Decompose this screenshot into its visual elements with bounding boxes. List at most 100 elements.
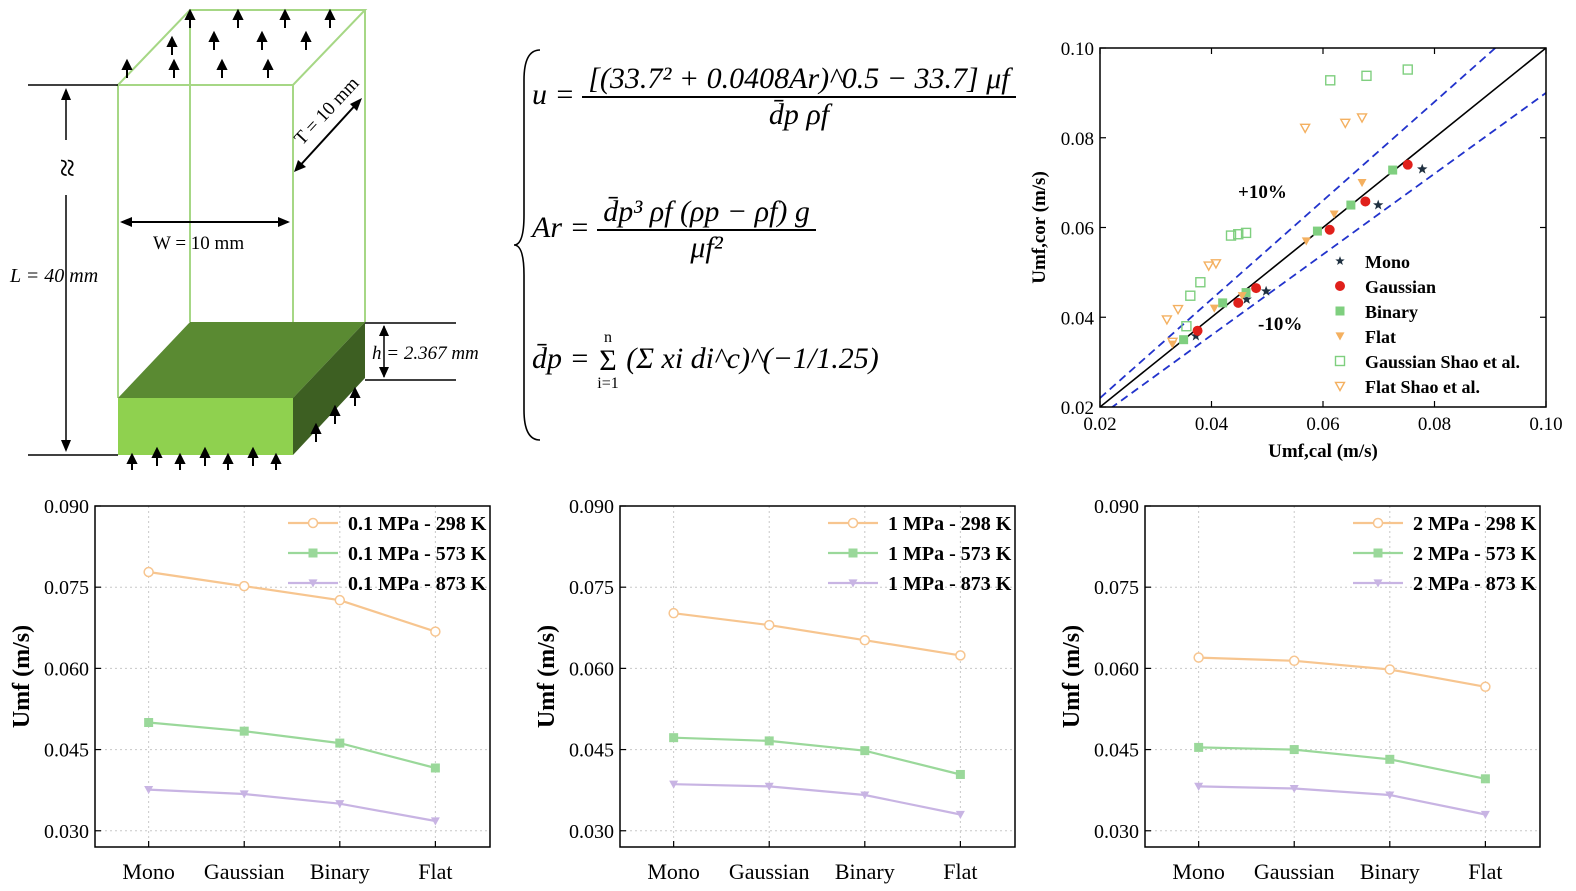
data-point	[1324, 224, 1335, 235]
legend-label: 2 MPa - 573 K	[1413, 543, 1537, 565]
data-point	[1195, 277, 1206, 288]
legend-item: 2 MPa - 298 K	[1353, 513, 1537, 535]
data-point	[1218, 298, 1228, 308]
y-axis-label: Umf (m/s)	[534, 625, 560, 728]
legend-marker	[1372, 517, 1384, 529]
y-tick-label: 0.045	[1094, 740, 1139, 762]
data-point	[430, 763, 440, 773]
legend-item: 0.1 MPa - 573 K	[288, 543, 487, 565]
flow-arrow	[184, 8, 196, 28]
legend-item: Flat Shao et al.	[1334, 377, 1480, 397]
data-point	[1329, 210, 1339, 219]
legend-item: Gaussian Shao et al.	[1334, 352, 1520, 372]
legend-label: 1 MPa - 873 K	[888, 573, 1012, 595]
category-label: Gaussian	[729, 859, 810, 884]
y-tick-label: 0.030	[1094, 821, 1139, 843]
category-label: Flat	[418, 859, 452, 884]
legend-item: 0.1 MPa - 298 K	[288, 513, 487, 535]
legend-label: Flat Shao et al.	[1365, 377, 1480, 397]
data-point	[1192, 325, 1203, 336]
data-point	[1312, 226, 1322, 236]
data-point	[669, 780, 679, 789]
flow-arrow	[168, 58, 180, 78]
legend-item: 2 MPa - 573 K	[1353, 543, 1537, 565]
y-axis-label: Umf,cor (m/s)	[1029, 171, 1050, 284]
data-point	[1346, 200, 1356, 210]
data-point	[955, 650, 966, 661]
flow-arrow	[166, 35, 178, 55]
equations-block: u = [(33.7² + 0.0408Ar)^0.5 − 33.7] μf d…	[510, 40, 1030, 450]
flow-arrow	[126, 452, 138, 472]
legend-marker	[307, 517, 319, 529]
data-point	[955, 769, 965, 779]
y-tick-label: 0.030	[44, 821, 89, 843]
y-tick-label: 0.060	[44, 658, 89, 680]
width-label: W = 10 mm	[153, 233, 244, 254]
y-tick-label: 0.075	[569, 577, 614, 599]
data-point	[1480, 810, 1490, 820]
data-point	[1361, 70, 1372, 82]
data-point	[1190, 330, 1202, 341]
category-label: Mono	[122, 859, 175, 884]
legend-marker	[308, 579, 318, 588]
data-point	[1241, 293, 1252, 304]
outflow-arrows	[121, 8, 336, 78]
data-point	[764, 736, 774, 746]
legend-item: 0.1 MPa - 873 K	[288, 573, 487, 595]
y-tick-label: 0.08	[1061, 129, 1094, 150]
eq1-fraction: [(33.7² + 0.0408Ar)^0.5 − 33.7] μf d̄p ρ…	[582, 62, 1016, 132]
legend-marker	[1334, 355, 1346, 367]
legend-label: 2 MPa - 298 K	[1413, 513, 1537, 535]
flow-arrow	[121, 58, 133, 78]
data-point	[764, 782, 774, 791]
equation-brace	[513, 49, 541, 441]
series-1	[1194, 742, 1490, 784]
flow-arrow	[208, 30, 220, 50]
legend-item: Binary	[1335, 302, 1418, 322]
data-point	[1402, 159, 1413, 170]
y-axis-label: Umf (m/s)	[9, 625, 35, 728]
category-label: Flat	[1468, 859, 1502, 884]
data-point	[1339, 118, 1351, 129]
eq3-sum-operator: n Σ i=1	[597, 329, 619, 392]
x-tick-label: 0.02	[1083, 414, 1116, 435]
data-point	[238, 580, 250, 592]
data-point	[1225, 230, 1237, 241]
series-line	[148, 721, 436, 770]
series-line	[148, 570, 436, 633]
data-point	[860, 746, 870, 756]
line-chart-2: 0.030 0.045 0.060 0.075 0.090 Mono Gaussian Bin…	[534, 496, 1016, 884]
flow-arrow	[270, 452, 282, 472]
data-point	[1210, 259, 1222, 270]
bed-top-face	[118, 322, 365, 398]
reference-line-0	[1100, 48, 1546, 407]
series-0	[143, 566, 441, 637]
series-5	[1161, 113, 1368, 348]
legend-marker	[1373, 579, 1383, 588]
category-label: Binary	[835, 859, 895, 884]
data-point	[763, 619, 775, 631]
fluidized-bed-schematic: ≈ L = 40 mm W = 10 mm T = 10 mm h = 2.36…	[0, 0, 520, 472]
series-line	[1198, 785, 1486, 816]
legend-marker	[308, 548, 318, 558]
x-tick-label: 0.04	[1195, 414, 1229, 435]
y-tick-label: 0.060	[569, 658, 614, 680]
data-point	[1172, 304, 1184, 316]
y-tick-label: 0.075	[44, 577, 89, 599]
category-label: Mono	[647, 859, 700, 884]
flow-arrow	[329, 404, 341, 424]
flow-arrow	[279, 8, 291, 28]
flow-arrow	[199, 446, 211, 466]
flow-arrow	[256, 30, 268, 50]
data-point	[1161, 315, 1173, 326]
data-point	[1194, 782, 1204, 791]
series-0	[1190, 163, 1428, 341]
y-tick-label: 0.090	[1094, 496, 1139, 518]
data-point	[430, 817, 440, 826]
data-point	[1417, 163, 1428, 174]
legend-label: Mono	[1365, 252, 1410, 272]
legend-label: 0.1 MPa - 873 K	[348, 573, 487, 595]
legend-marker	[1373, 548, 1383, 558]
series-1	[669, 733, 965, 779]
y-tick-label: 0.045	[44, 740, 89, 762]
